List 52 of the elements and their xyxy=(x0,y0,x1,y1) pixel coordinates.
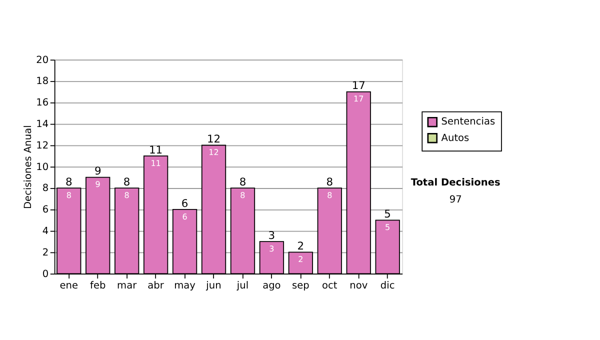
x-tick-label: oct xyxy=(322,280,338,292)
total-label: 17 xyxy=(352,79,366,92)
total-label: 2 xyxy=(297,240,304,253)
y-tick-label: 16 xyxy=(36,98,49,109)
data-label: 8 xyxy=(124,190,130,200)
x-tick-label: jun xyxy=(205,280,222,292)
total-label: 11 xyxy=(148,143,163,156)
y-tick-label: 2 xyxy=(42,247,49,258)
x-tick-label: abr xyxy=(148,280,165,292)
x-tick-label: ene xyxy=(60,280,78,292)
y-tick-label: 12 xyxy=(36,140,49,152)
data-label: 2 xyxy=(298,255,304,264)
text: 97 xyxy=(449,194,462,206)
total-label: 9 xyxy=(94,164,102,178)
data-label: 11 xyxy=(150,158,161,168)
y-tick-label: 14 xyxy=(36,118,49,130)
y-tick-label: 18 xyxy=(36,76,49,88)
x-tick-label: dic xyxy=(380,280,395,292)
data-label: 9 xyxy=(95,180,100,190)
legend-label: Sentencias xyxy=(441,116,496,128)
x-tick-label: ago xyxy=(262,280,281,292)
x-tick-label: jul xyxy=(236,280,249,292)
x-tick-label: sep xyxy=(292,280,310,292)
data-label: 6 xyxy=(182,212,188,222)
total-label: 12 xyxy=(206,132,221,146)
x-tick-label: nov xyxy=(350,280,368,292)
data-label: 17 xyxy=(354,94,364,104)
x-tick-label: may xyxy=(174,280,196,292)
x-tick-label: feb xyxy=(90,280,106,292)
legend-label: Autos xyxy=(441,132,470,144)
data-label: 5 xyxy=(385,222,390,232)
total-label: 8 xyxy=(326,175,334,188)
total-label: 5 xyxy=(384,207,391,220)
data-label: 8 xyxy=(240,190,246,200)
total-label: 8 xyxy=(123,175,130,188)
text: Total Decisiones xyxy=(410,177,500,188)
y-tick-label: 10 xyxy=(36,162,49,173)
y-tick-label: 8 xyxy=(42,183,49,194)
data-label: 3 xyxy=(269,244,274,254)
data-label: 8 xyxy=(327,190,332,200)
data-label: 8 xyxy=(66,190,72,200)
data-label: 12 xyxy=(208,148,219,158)
y-tick-label: 20 xyxy=(36,54,49,66)
total-label: 6 xyxy=(181,196,188,210)
total-label: 8 xyxy=(239,175,246,188)
total-label: 3 xyxy=(268,228,276,242)
x-tick-label: mar xyxy=(117,280,138,292)
y-tick-label: 0 xyxy=(42,268,49,280)
y-tick-label: 4 xyxy=(42,226,49,237)
total-label: 8 xyxy=(65,175,72,188)
y-axis-title: Decisiones Anual xyxy=(22,125,34,210)
y-tick-label: 6 xyxy=(42,204,49,216)
